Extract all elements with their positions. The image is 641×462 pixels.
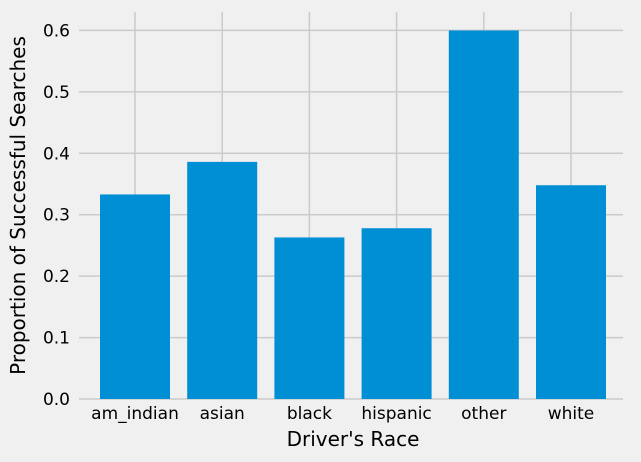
x-tick-label: asian: [200, 404, 245, 424]
bars: [100, 30, 606, 400]
y-tick-label: 0.2: [43, 267, 70, 287]
y-tick-label: 0.0: [43, 390, 70, 410]
y-tick-label: 0.4: [43, 144, 70, 164]
x-axis-label: Driver's Race: [287, 427, 420, 451]
x-tick-label: other: [461, 404, 506, 424]
x-tick-labels: am_indian asian black hispanic other white: [91, 404, 594, 424]
bar-black: [274, 237, 345, 399]
x-tick-label: am_indian: [91, 404, 179, 424]
y-axis-label: Proportion of Successful Searches: [6, 36, 30, 375]
y-tick-label: 0.3: [43, 206, 70, 226]
y-tick-label: 0.1: [43, 329, 70, 349]
bar-white: [536, 185, 606, 399]
bar-other: [448, 30, 519, 400]
bar-am_indian: [100, 194, 170, 399]
bar-hispanic: [361, 228, 432, 399]
y-tick-labels: 0.0 0.1 0.2 0.3 0.4 0.5 0.6: [43, 21, 70, 410]
x-tick-label: hispanic: [361, 404, 431, 424]
x-tick-label: white: [548, 404, 595, 424]
x-tick-label: black: [287, 404, 332, 424]
bar-asian: [187, 161, 258, 399]
y-tick-label: 0.5: [43, 83, 70, 103]
y-tick-label: 0.6: [43, 21, 70, 41]
